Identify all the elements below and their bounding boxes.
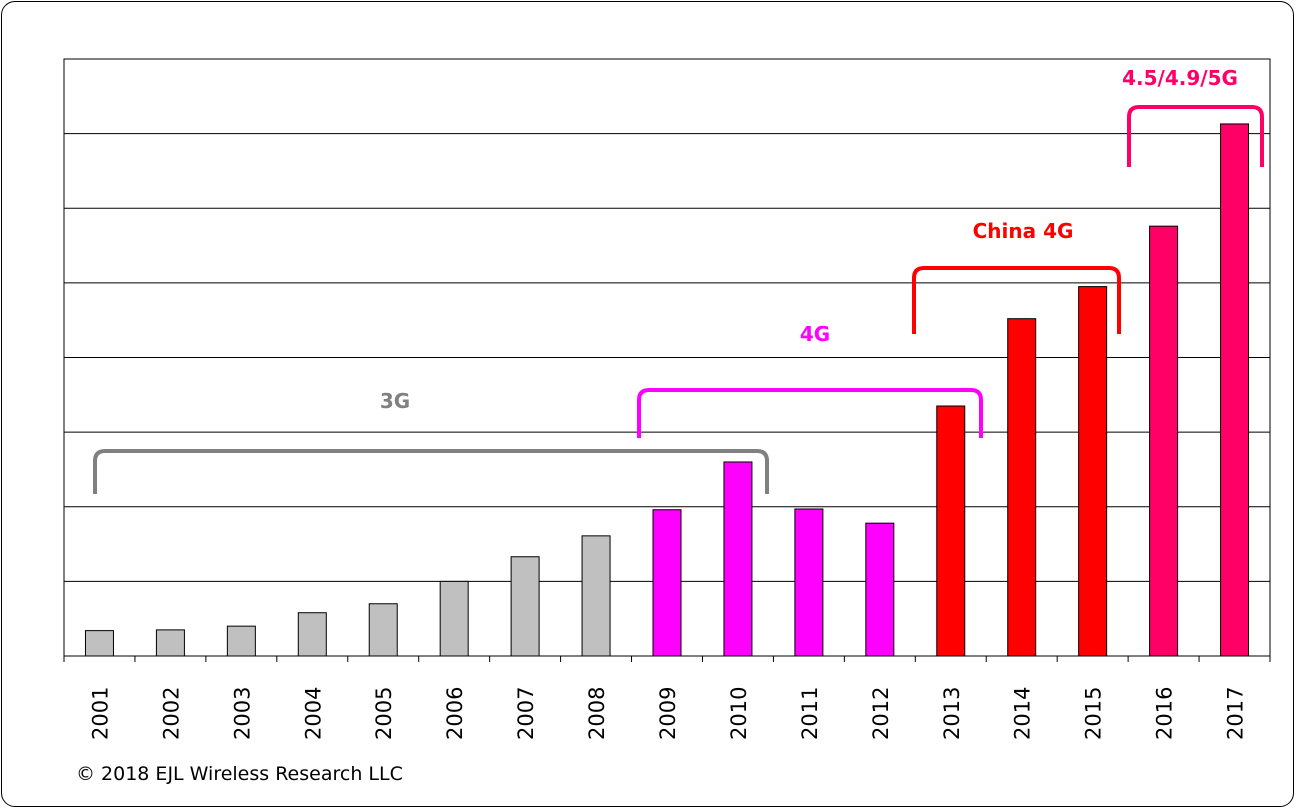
bar-2011 — [794, 508, 824, 657]
x-tick-label: 2008 — [585, 687, 609, 740]
x-tick-label: 2005 — [372, 687, 396, 740]
bar-2016 — [1149, 225, 1179, 657]
bar-2013 — [936, 405, 966, 657]
x-tick-label: 2016 — [1153, 687, 1177, 740]
bar-2001 — [84, 630, 114, 657]
x-tick-label: 2015 — [1082, 687, 1106, 740]
x-tick-label: 2004 — [301, 687, 325, 740]
x-tick-label: 2011 — [798, 687, 822, 740]
annotation-label: 4.5/4.9/5G — [1122, 66, 1238, 90]
bracket-4-5-4-9-5g — [1127, 105, 1264, 167]
bar-2007 — [510, 556, 540, 657]
bar-2005 — [368, 603, 398, 657]
x-tick-label: 2007 — [514, 687, 538, 740]
bar-2015 — [1078, 286, 1108, 657]
bar-2003 — [226, 625, 256, 657]
bar-2010 — [723, 461, 753, 657]
x-tick-label: 2014 — [1011, 687, 1035, 740]
annotation-label: 4G — [800, 322, 830, 346]
bar-2017 — [1220, 123, 1250, 657]
bar-2004 — [297, 612, 327, 657]
x-tick-label: 2006 — [443, 687, 467, 740]
x-tick-label: 2009 — [656, 687, 680, 740]
bracket-3g — [93, 449, 769, 494]
copyright-text: © 2018 EJL Wireless Research LLC — [76, 763, 403, 785]
annotation-label: 3G — [380, 389, 410, 413]
bar-2006 — [439, 580, 469, 657]
x-tick-label: 2001 — [88, 687, 112, 740]
x-tick-label: 2010 — [727, 687, 751, 740]
x-tick-label: 2003 — [230, 687, 254, 740]
x-tick-label: 2012 — [869, 687, 893, 740]
annotation-label: China 4G — [973, 219, 1074, 243]
bar-2002 — [155, 629, 185, 657]
bar-2009 — [652, 509, 682, 657]
x-tick-label: 2017 — [1224, 687, 1248, 740]
x-tick-label: 2013 — [940, 687, 964, 740]
x-tick-label: 2002 — [159, 687, 183, 740]
bracket-4g — [637, 388, 983, 438]
bar-2008 — [581, 535, 611, 657]
bracket-china-4g — [912, 266, 1121, 334]
bar-2014 — [1007, 318, 1037, 657]
bar-2012 — [865, 522, 895, 657]
